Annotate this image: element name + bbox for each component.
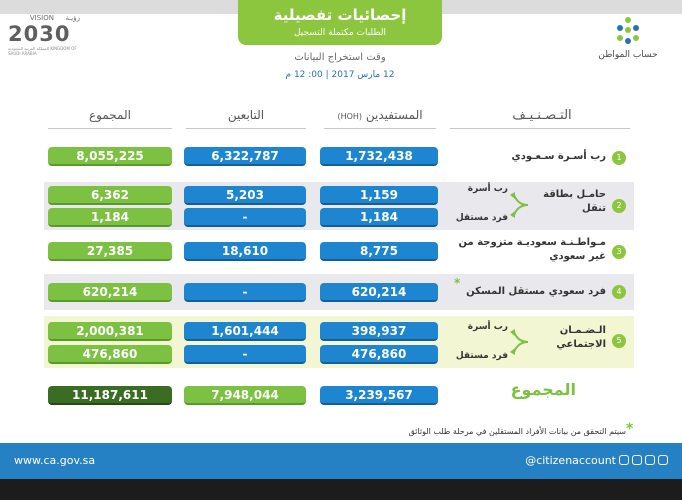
col-total-rule (48, 128, 172, 129)
website-link[interactable]: www.ca.gov.sa (14, 454, 96, 467)
col-beneficiaries-label: المستفيدين (365, 108, 423, 122)
note-star: * (626, 421, 634, 437)
page-title: إحصائيات تفصيلية (273, 6, 407, 24)
totals-label: المجموع (510, 380, 576, 399)
row-sub-label: فرد مستقل (455, 213, 508, 223)
col-category: التـصـنـيـف (512, 108, 572, 123)
footnote: سيتم التحقق من بيانات الأفراد المستقلين … (408, 427, 627, 436)
twitter-icon[interactable] (645, 455, 655, 465)
hoh-value: 1,732,438 (320, 147, 438, 166)
row-sub-label: رب أسرة (467, 184, 508, 194)
dep-value: 5,203 (184, 186, 306, 205)
hoh-value: 8,775 (320, 242, 438, 261)
totals-dep: 7,948,044 (184, 386, 306, 405)
row-label: مـواطـنـة سعوديـة متزوجة من غير سعودي (458, 237, 606, 262)
extract-label: وقت استخراج البيانات (294, 52, 386, 63)
branch-arrow-icon (510, 192, 529, 218)
total-value: 620,214 (48, 283, 172, 302)
row-number: 4 (612, 285, 626, 299)
logo-name: حساب المواطن (598, 50, 658, 60)
row-sub-label: رب أسرة (467, 322, 508, 332)
row-number: 1 (612, 151, 626, 165)
row-number: 3 (612, 245, 626, 259)
footer-bar: www.ca.gov.sa @citizenaccount (0, 443, 682, 479)
col-category-rule (450, 128, 630, 129)
col-dependents-rule (186, 128, 306, 129)
citizen-account-logo: حساب المواطن (592, 16, 664, 66)
hoh-value: 1,159 (320, 186, 438, 205)
logo-mark-icon (617, 17, 639, 44)
dep-value: 1,601,444 (184, 322, 306, 341)
col-dependents: التابعين (227, 108, 265, 122)
vision-en: VISION (29, 14, 54, 22)
dep-value: - (184, 283, 306, 302)
total-value: 8,055,225 (48, 147, 172, 166)
dep-value: - (184, 345, 306, 364)
total-value: 27,385 (48, 242, 172, 261)
total-value: 1,184 (48, 208, 172, 227)
instagram-icon[interactable] (619, 455, 629, 465)
hoh-value: 1,184 (320, 208, 438, 227)
row-number: 2 (612, 199, 626, 213)
vision-sub: المملكة العربية السعودية KINGDOM OF SAUD… (8, 46, 77, 56)
col-beneficiaries-tag: (HOH) (337, 112, 363, 121)
row-label: فرد سعودي مستقل المسكن (466, 286, 606, 297)
dep-value: 18,610 (184, 242, 306, 261)
hoh-value: 476,860 (320, 345, 438, 364)
bottom-strip (0, 479, 682, 500)
row-star: * (454, 276, 461, 290)
row-label: الـضـمـان الاجتماعي (556, 325, 606, 350)
row-sub-label: فرد مستقل (455, 351, 508, 361)
total-value: 6,362 (48, 186, 172, 205)
page-subtitle: الطلبات مكتملة التسجيل (293, 28, 387, 38)
row-number: 5 (612, 334, 626, 348)
row-label: رب أسـرة سـعـودي (511, 151, 606, 162)
youtube-icon[interactable] (632, 455, 642, 465)
social-icons (619, 455, 668, 465)
totals-total: 11,187,611 (48, 386, 172, 405)
snapchat-icon[interactable] (658, 455, 668, 465)
vision-year: 2030 (8, 22, 71, 46)
dep-value: - (184, 208, 306, 227)
social-handle[interactable]: @citizenaccount (525, 454, 616, 467)
col-total: المجموع (89, 108, 131, 122)
branch-arrow-icon (510, 329, 529, 355)
hoh-value: 398,937 (320, 322, 438, 341)
col-beneficiaries: المستفيدين (HOH) (324, 108, 436, 122)
vision-2030-logo: رؤيـة VISION 2030 المملكة العربية السعود… (8, 14, 80, 58)
extract-time: 12 مارس 2017 | 00: 12 م (285, 70, 395, 80)
total-value: 2,000,381 (48, 322, 172, 341)
col-beneficiaries-rule (324, 128, 436, 129)
vision-ar: رؤيـة (65, 14, 80, 22)
title-banner: إحصائيات تفصيلية الطلبات مكتملة التسجيل (238, 0, 442, 45)
hoh-value: 620,214 (320, 283, 438, 302)
dep-value: 6,322,787 (184, 147, 306, 166)
totals-hoh: 3,239,567 (320, 386, 438, 405)
row-label: حامـل بطاقة تنقل (543, 189, 606, 214)
total-value: 476,860 (48, 345, 172, 364)
